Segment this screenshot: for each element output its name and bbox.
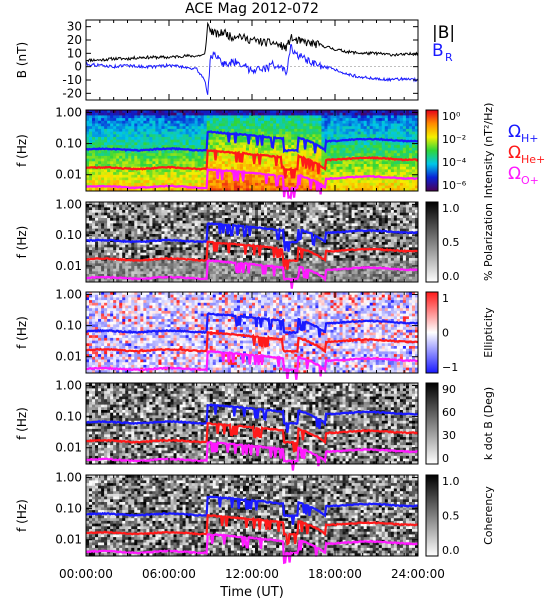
colorbar-tick-label: 0.0 bbox=[442, 544, 460, 557]
x-tick-label: 06:00:00 bbox=[142, 567, 196, 581]
y-axis-label-polarization: f (Hz) bbox=[15, 226, 29, 259]
colorbar-tick-label: 0 bbox=[442, 452, 449, 465]
y-tick-label: -10 bbox=[62, 73, 82, 87]
y-tick-label: 1.00 bbox=[55, 378, 82, 392]
colorbar-label-kdotb: k dot B (Deg) bbox=[482, 387, 495, 460]
colorbar-intensity bbox=[426, 110, 438, 191]
colorbar-label-coherency: Coherency bbox=[482, 486, 495, 545]
x-tick-label: 00:00:00 bbox=[59, 567, 113, 581]
y-tick-label: 20 bbox=[67, 33, 82, 47]
y-tick-label: 1.00 bbox=[55, 105, 82, 119]
colorbar-polarization bbox=[426, 202, 438, 282]
y-tick-label: 1.00 bbox=[55, 287, 82, 301]
colorbar-tick-label: −1 bbox=[442, 361, 458, 374]
y-tick-label: 0.10 bbox=[55, 137, 82, 151]
y-tick-label: 30 bbox=[67, 20, 82, 34]
legend-br-sub: R bbox=[445, 51, 453, 64]
y-tick-label: 0.01 bbox=[55, 259, 82, 273]
legend-bmag: |B| bbox=[432, 23, 455, 43]
figure-title: ACE Mag 2012-072 bbox=[185, 1, 319, 17]
x-tick-label: 24:00:00 bbox=[391, 567, 445, 581]
colorbar-coherency bbox=[426, 475, 438, 556]
colorbar-tick-label: 0 bbox=[442, 327, 449, 340]
y-tick-label: 1.00 bbox=[55, 197, 82, 211]
y-tick-label: 1.00 bbox=[55, 470, 82, 484]
y-tick-label: 0.01 bbox=[55, 350, 82, 364]
y-tick-label: 0.01 bbox=[55, 441, 82, 455]
colorbar-kdotb bbox=[426, 383, 438, 464]
gyro-legend-sub: He+ bbox=[521, 153, 545, 166]
y-tick-label: 0.01 bbox=[55, 168, 82, 182]
y-axis-label-intensity: f (Hz) bbox=[15, 134, 29, 167]
gyro-legend-o: Ω bbox=[508, 164, 521, 184]
y-tick-label: 0.01 bbox=[55, 533, 82, 547]
y-tick-label: -20 bbox=[62, 86, 82, 100]
colorbar-tick-label: 0.5 bbox=[442, 510, 460, 523]
colorbar-tick-label: 1.0 bbox=[442, 202, 460, 215]
y-axis-label-coherency: f (Hz) bbox=[15, 499, 29, 532]
colorbar-tick-label: 1.0 bbox=[442, 475, 460, 488]
colorbar-tick-label: 10⁰ bbox=[442, 110, 461, 123]
colorbar-label-ellipticity: Ellipticity bbox=[482, 307, 495, 358]
legend-br: B bbox=[432, 41, 444, 61]
y-tick-label: 0 bbox=[74, 60, 82, 74]
y-axis-label-kdotb: f (Hz) bbox=[15, 407, 29, 440]
y-tick-label: 10 bbox=[67, 46, 82, 60]
colorbar-tick-label: 90 bbox=[442, 383, 456, 396]
field-panel-bg bbox=[86, 20, 418, 100]
gyro-legend-he: Ω bbox=[508, 143, 521, 163]
colorbar-tick-label: 10⁻⁴ bbox=[442, 156, 467, 169]
colorbar-ellipticity bbox=[426, 292, 438, 373]
colorbar-label-polarization: % Polarization bbox=[482, 203, 495, 281]
colorbar-tick-label: 10⁻⁶ bbox=[442, 179, 467, 192]
y-tick-label: 0.10 bbox=[55, 502, 82, 516]
colorbar-label-intensity: Intensity (nT²/Hz) bbox=[482, 103, 495, 199]
y-tick-label: 0.10 bbox=[55, 228, 82, 242]
x-tick-label: 18:00:00 bbox=[308, 567, 362, 581]
y-tick-label: 0.10 bbox=[55, 319, 82, 333]
colorbar-tick-label: 0.5 bbox=[442, 236, 460, 249]
colorbar-tick-label: 60 bbox=[442, 406, 456, 419]
y-axis-label-ellipticity: f (Hz) bbox=[15, 316, 29, 349]
gyro-legend-sub: O+ bbox=[521, 174, 539, 187]
gyro-legend-sub: H+ bbox=[521, 132, 539, 145]
colorbar-tick-label: 1 bbox=[442, 292, 449, 305]
y-tick-label: 0.10 bbox=[55, 410, 82, 424]
x-axis-label: Time (UT) bbox=[219, 585, 284, 600]
y-axis-label-field: B (nT) bbox=[15, 42, 29, 78]
colorbar-tick-label: 30 bbox=[442, 429, 456, 442]
gyro-legend-h: Ω bbox=[508, 122, 521, 142]
colorbar-tick-label: 0.0 bbox=[442, 270, 460, 283]
colorbar-tick-label: 10⁻² bbox=[442, 133, 466, 146]
x-tick-label: 12:00:00 bbox=[225, 567, 279, 581]
